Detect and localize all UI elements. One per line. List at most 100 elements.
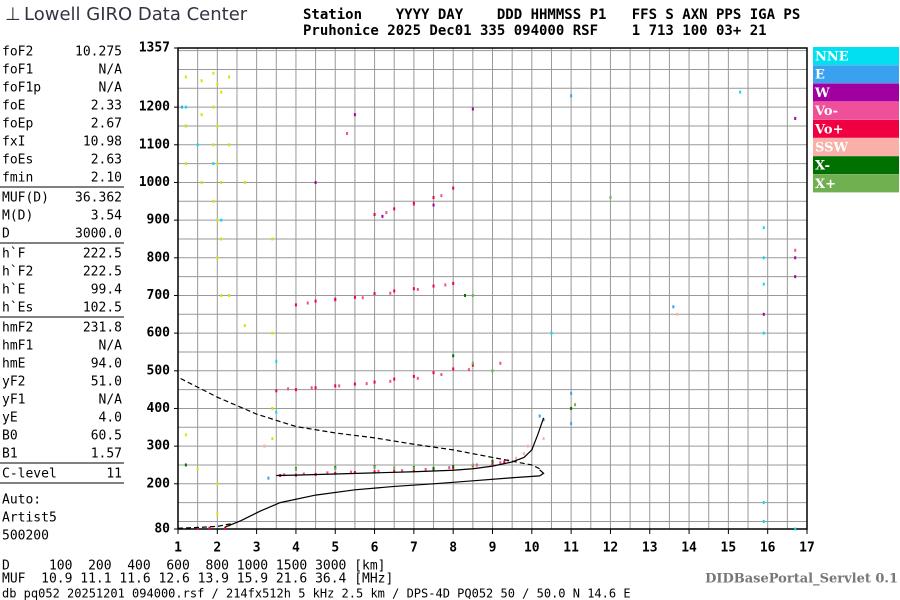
echo (550, 331, 553, 335)
param-value: 4.0 (99, 411, 122, 426)
echo (381, 214, 384, 218)
echo (275, 410, 278, 414)
x-tick-label: 12 (603, 541, 619, 556)
echo (302, 472, 305, 476)
echo (471, 363, 474, 367)
echo (499, 461, 502, 465)
echo (401, 469, 404, 473)
x-tick-label: 7 (410, 541, 418, 556)
param-name: foEs (2, 153, 33, 168)
echo (208, 526, 211, 530)
echo (212, 105, 215, 109)
x-tick-label: 1 (174, 541, 182, 556)
echo (448, 466, 451, 470)
x-tick-label: 15 (721, 541, 737, 556)
echo (196, 143, 199, 147)
echo (491, 369, 494, 373)
x-tick-label: 17 (799, 541, 815, 556)
echo (294, 467, 297, 471)
param-name: h`E (2, 283, 25, 298)
param-name: hmF1 (2, 339, 33, 354)
y-tick-label: 80 (154, 522, 170, 537)
param-value: N/A (99, 81, 123, 96)
echo (220, 90, 223, 94)
echo (412, 201, 415, 205)
echo (467, 368, 470, 372)
servlet: DIDBasePortal_Servlet 0.1 (705, 572, 898, 587)
param-name: hmF2 (2, 321, 33, 336)
param-name: C-level (2, 467, 57, 482)
auto-text: Auto: (2, 493, 41, 508)
y-tick-label: 1200 (139, 100, 170, 115)
param-value: 51.0 (91, 375, 122, 390)
legend-swatch (813, 119, 899, 138)
echo (220, 293, 223, 297)
echo (794, 256, 797, 260)
echo (220, 237, 223, 241)
y-tick-label: 1357 (139, 41, 170, 56)
profile-curve (177, 376, 540, 470)
echo (416, 287, 419, 291)
echo (184, 463, 187, 467)
echo (216, 83, 219, 87)
echo (216, 482, 219, 486)
echo (263, 444, 266, 448)
x-tick-label: 14 (681, 541, 697, 556)
echo (216, 512, 219, 516)
echo (377, 469, 380, 473)
echo (762, 226, 765, 230)
echo (471, 463, 474, 467)
echo (212, 162, 215, 166)
echo (275, 359, 278, 363)
file-line: db pq052 20251201 094000.rsf / 214fx512h… (2, 587, 631, 600)
echo (196, 467, 199, 471)
y-tick-label: 600 (147, 326, 171, 341)
x-tick-label: 3 (253, 541, 261, 556)
echo (334, 471, 337, 475)
param-value: 2.10 (91, 171, 122, 186)
echo (452, 186, 455, 190)
echo (739, 90, 742, 94)
logo-icon: ⊥ (5, 4, 21, 25)
echo (180, 105, 183, 109)
echo (452, 354, 455, 358)
param-name: M(D) (2, 209, 33, 224)
param-value: 222.5 (83, 247, 122, 262)
auto-text: 500200 (2, 529, 49, 544)
y-tick-label: 1000 (139, 175, 170, 190)
echo (542, 437, 545, 441)
echo (526, 444, 529, 448)
echo (794, 116, 797, 120)
echo (412, 469, 415, 473)
echo (326, 471, 329, 475)
x-tick-label: 5 (331, 541, 339, 556)
echo (220, 218, 223, 222)
param-value: 2.63 (91, 153, 122, 168)
echo (275, 389, 278, 393)
echo (491, 459, 494, 463)
echo (184, 105, 187, 109)
param-value: 3000.0 (75, 227, 122, 242)
echo (216, 162, 219, 166)
param-name: foEp (2, 117, 33, 132)
echo (794, 527, 797, 531)
y-tick-label: 300 (147, 439, 171, 454)
param-name: foF1p (2, 81, 41, 96)
legend-label: Vo- (814, 104, 838, 119)
echo (212, 71, 215, 75)
param-name: MUF(D) (2, 191, 49, 206)
echo (385, 211, 388, 215)
param-value: N/A (99, 393, 123, 408)
y-tick-label: 500 (147, 363, 171, 378)
param-name: yE (2, 411, 18, 426)
echo (271, 406, 274, 410)
echo (310, 386, 313, 390)
legend-swatch (813, 47, 899, 65)
echo (452, 367, 455, 371)
x-tick-label: 4 (292, 541, 300, 556)
echo (334, 384, 337, 388)
param-name: B0 (2, 429, 18, 444)
echo (515, 456, 518, 460)
y-tick-label: 1100 (139, 137, 170, 152)
